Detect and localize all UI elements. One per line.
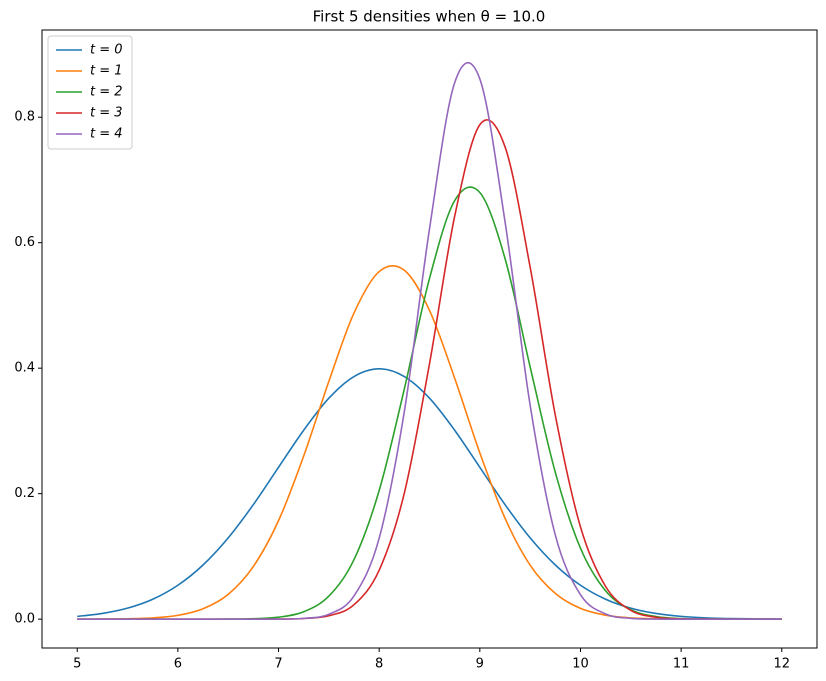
legend-box (47, 35, 133, 150)
x-tick-label: 12 (773, 657, 790, 672)
line-series (77, 186, 782, 620)
legend-label: t = 2 (90, 85, 123, 100)
x-tick-label: 6 (174, 657, 182, 672)
legend-label: t = 3 (90, 106, 123, 121)
x-tick-label: 5 (73, 657, 81, 672)
x-tick-label: 10 (572, 657, 589, 672)
chart-title: First 5 densities when θ = 10.0 (313, 8, 546, 26)
y-tick-label: 0.0 (14, 612, 35, 627)
y-tick-label: 0.4 (14, 361, 35, 376)
x-tick-label: 9 (476, 657, 484, 672)
x-tick-label: 11 (673, 657, 690, 672)
legend-label: t = 0 (90, 43, 123, 58)
plot-frame (41, 29, 818, 649)
legend-label: t = 4 (90, 127, 123, 142)
y-tick-label: 0.8 (14, 110, 35, 125)
legend-label: t = 1 (90, 64, 123, 79)
x-tick-label: 7 (274, 657, 282, 672)
line-series (77, 119, 782, 620)
y-tick-label: 0.6 (14, 235, 35, 250)
line-series (77, 61, 782, 620)
line-series (77, 368, 782, 620)
y-tick-label: 0.2 (14, 486, 35, 501)
x-tick-label: 8 (375, 657, 383, 672)
line-series (77, 265, 782, 620)
